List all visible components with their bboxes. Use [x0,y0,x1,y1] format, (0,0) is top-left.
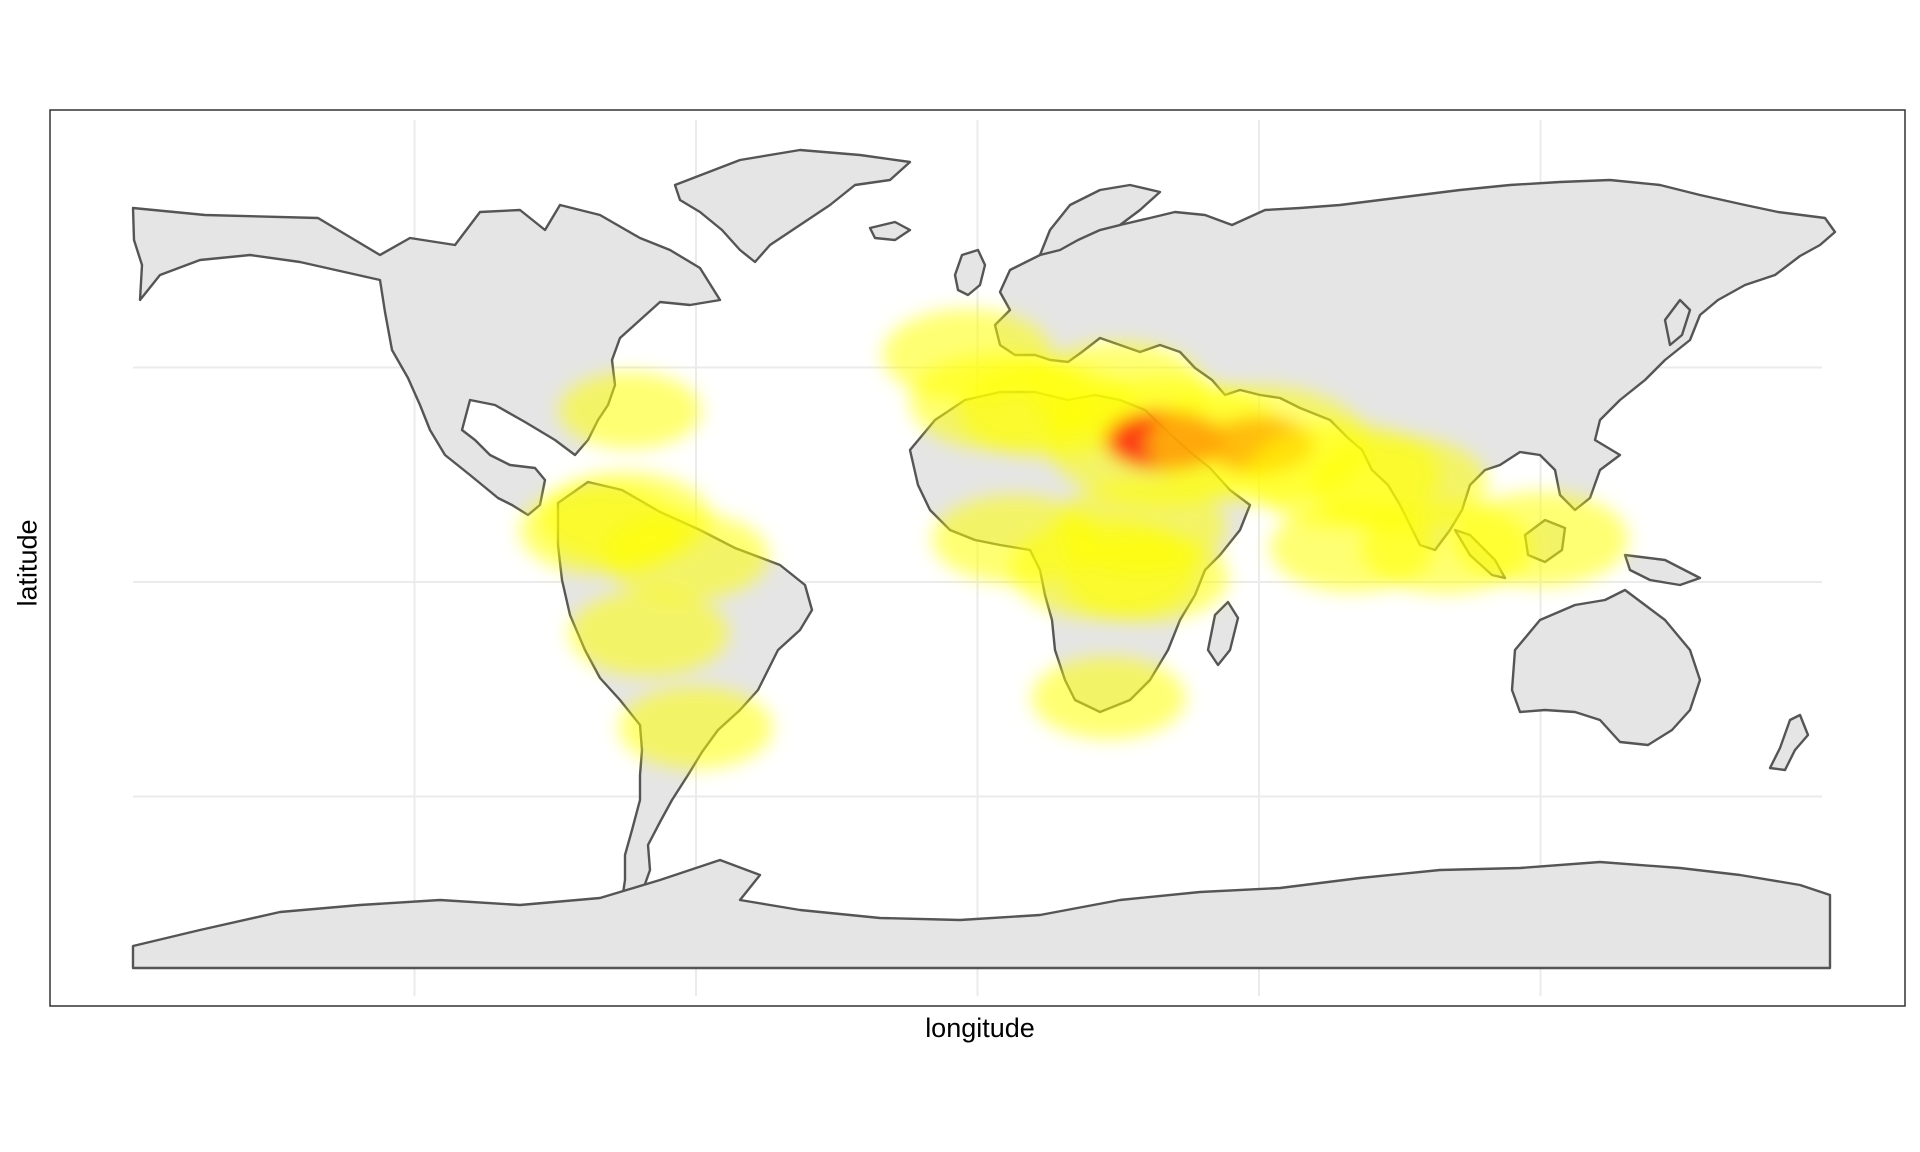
density-blob [1063,533,1229,622]
density-heatmap [519,308,1629,770]
continent-north-america [131,203,722,517]
land-masses [131,148,1837,970]
continent-antarctica [131,858,1832,970]
density-blob [1031,656,1186,740]
density-blob [604,512,770,601]
island-japan [1663,298,1692,347]
continent-scandinavia [1038,183,1162,257]
density-blob [619,686,773,770]
island-madagascar [1206,600,1240,667]
density-blob [1452,491,1629,587]
continent-greenland [673,148,912,264]
island-new-zealand [1768,713,1810,772]
x-axis-label: longitude [925,1013,1035,1043]
density-blob [558,372,702,449]
island-new-guinea [1623,553,1702,587]
panel-border [49,109,1906,1007]
continent-australia [1510,588,1702,747]
density-blob [932,494,1098,584]
y-axis-label: latitude [12,519,43,607]
island-british-isles [953,248,987,297]
density-blob [569,590,729,677]
island-iceland [868,220,912,242]
